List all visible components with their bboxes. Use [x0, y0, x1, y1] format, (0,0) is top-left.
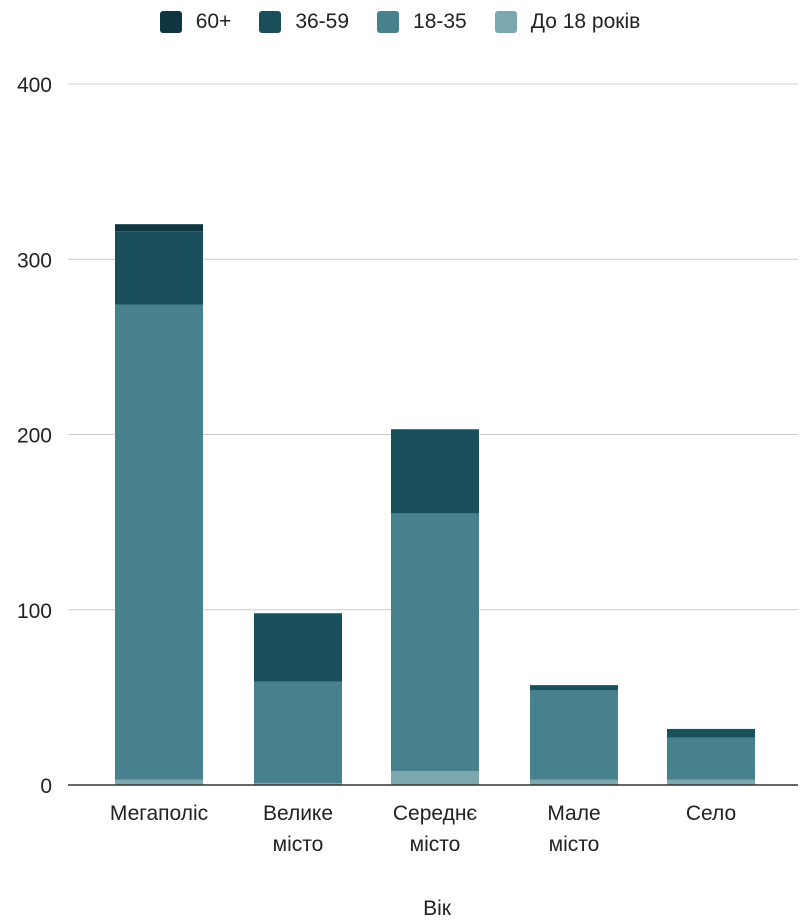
bar-segment	[530, 779, 618, 785]
x-tick-label: Велике	[263, 802, 333, 825]
x-tick-label: Мале	[547, 802, 600, 825]
bar-segment	[667, 737, 755, 780]
legend-label: 60+	[195, 10, 232, 33]
bar-segment	[391, 513, 479, 771]
legend-swatch	[259, 11, 282, 33]
bar-segment	[667, 728, 755, 738]
legend-swatch	[494, 11, 517, 33]
legend-label: 36-59	[295, 10, 350, 33]
bar-segment	[254, 613, 342, 682]
bar-segment	[254, 783, 342, 785]
x-tick-label: місто	[410, 833, 461, 856]
legend-item: До 18 років	[494, 10, 641, 34]
chart-legend: 60+ 36-59 18-35 До 18 років	[0, 10, 800, 34]
legend-label: До 18 років	[530, 10, 641, 33]
legend-item: 18-35	[377, 10, 467, 34]
x-tick-label: Село	[686, 802, 736, 825]
bar-segment	[391, 770, 479, 785]
bar-segment	[530, 685, 618, 691]
bar-segment	[115, 304, 203, 780]
y-tick-label: 400	[17, 74, 52, 97]
bar-segment	[391, 429, 479, 514]
y-tick-label: 100	[17, 600, 52, 623]
legend-swatch	[377, 11, 400, 33]
legend-item: 36-59	[259, 10, 349, 34]
bar-segment	[667, 779, 755, 785]
bar-segment	[115, 224, 203, 232]
x-tick-label: місто	[549, 833, 600, 856]
x-tick-label: Мегаполіс	[110, 802, 208, 825]
y-tick-label: 300	[17, 249, 52, 272]
legend-label: 18-35	[413, 10, 467, 33]
bar-segment	[115, 231, 203, 305]
x-tick-label: місто	[273, 833, 324, 856]
bar-segment	[254, 681, 342, 784]
legend-swatch	[159, 11, 182, 33]
x-tick-label: Середнє	[393, 802, 478, 825]
legend-item: 60+	[159, 10, 232, 34]
bar-segment	[530, 690, 618, 780]
bar-segment	[115, 779, 203, 785]
y-tick-label: 0	[40, 775, 52, 798]
y-tick-label: 200	[17, 425, 52, 448]
x-axis-title: Вік	[423, 897, 452, 920]
